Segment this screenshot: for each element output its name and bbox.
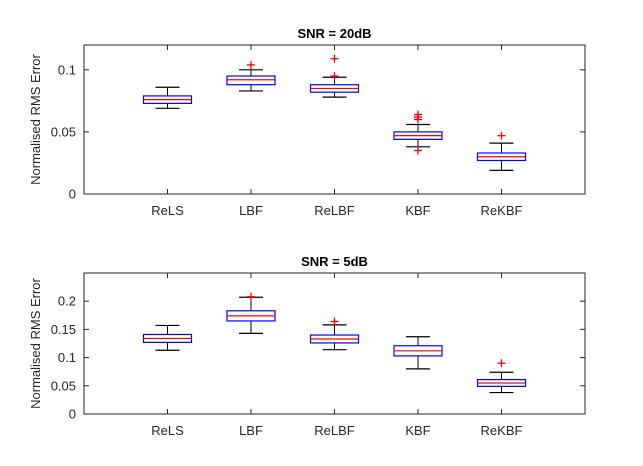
box-LBF — [226, 60, 276, 92]
chart-title: SNR = 20dB — [297, 26, 371, 41]
outlier-marker — [330, 72, 339, 81]
x-tick-label: ReLBF — [314, 203, 355, 218]
box-iqr — [226, 75, 276, 86]
y-tick-label: 0.1 — [58, 350, 76, 365]
box-LBF — [226, 292, 276, 334]
x-tick-label: ReLS — [151, 203, 184, 218]
y-tick-label: 0 — [69, 407, 76, 422]
y-tick-label: 0.15 — [51, 322, 76, 337]
box-ReKBF — [476, 359, 527, 394]
outlier-marker — [330, 317, 339, 326]
y-tick-label: 0.2 — [58, 294, 76, 309]
x-tick-label: KBF — [405, 203, 430, 218]
outlier-marker — [497, 359, 506, 368]
box-KBF — [393, 110, 443, 155]
y-axis-label: Normalised RMS Error — [28, 277, 43, 408]
x-tick-label: KBF — [405, 423, 430, 438]
box-ReKBF — [476, 131, 527, 172]
x-tick-label: ReKBF — [481, 203, 523, 218]
x-tick-label: LBF — [239, 423, 263, 438]
x-tick-label: ReLBF — [314, 423, 355, 438]
y-axis-label: Normalised RMS Error — [28, 53, 43, 184]
y-tick-label: 0.05 — [51, 124, 76, 139]
outlier-marker — [414, 146, 422, 155]
box-ReLS — [142, 86, 193, 109]
x-tick-label: LBF — [239, 203, 263, 218]
box-KBF — [393, 336, 443, 370]
y-tick-label: 0 — [69, 187, 76, 202]
box-ReLBF — [309, 317, 360, 351]
outlier-marker — [330, 54, 339, 63]
x-tick-label: ReKBF — [481, 423, 523, 438]
box-ReLS — [142, 324, 193, 351]
subplot-1: SNR = 20dB Normalised RMS Error 0 0.05 0.1 Re… — [28, 26, 586, 218]
outlier-marker — [247, 292, 255, 301]
box-ReLBF — [309, 54, 360, 98]
plot-area — [83, 44, 586, 195]
outlier-marker — [497, 131, 506, 140]
y-tick-label: 0.05 — [51, 378, 76, 393]
y-tick-label: 0.1 — [58, 62, 76, 77]
chart-title: SNR = 5dB — [301, 254, 368, 269]
outlier-marker — [247, 60, 255, 69]
x-tick-label: ReLS — [151, 423, 184, 438]
subplot-2: SNR = 5dB Normalised RMS Error 0 0.05 0.1 0.1… — [28, 254, 586, 438]
outlier-marker — [414, 110, 422, 119]
